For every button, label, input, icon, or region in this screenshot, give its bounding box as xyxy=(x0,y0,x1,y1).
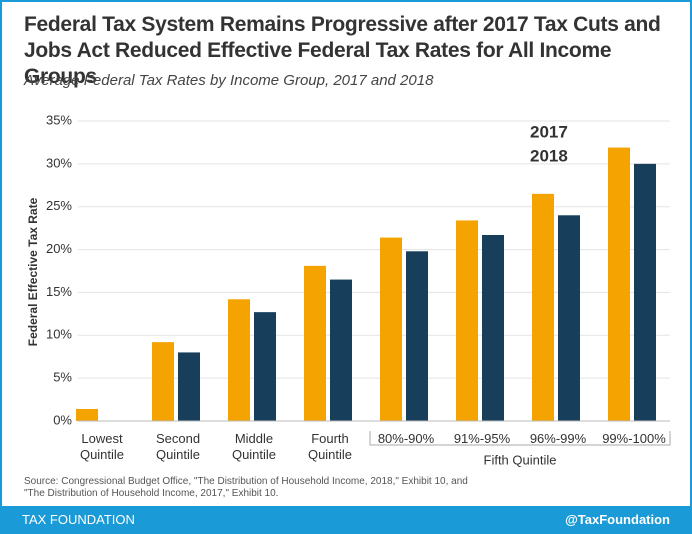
x-tick-label: Lowest Quintile xyxy=(79,431,125,462)
x-tick-label: 91%-95% xyxy=(453,431,511,446)
bar xyxy=(406,251,428,421)
footer: TAX FOUNDATION @TaxFoundation xyxy=(2,506,690,532)
bar xyxy=(304,265,326,421)
bar xyxy=(76,409,98,421)
group-label: Fifth Quintile xyxy=(484,452,557,467)
y-tick-label: 20% xyxy=(46,241,72,256)
legend-label: 2018 xyxy=(530,146,568,165)
source: Source: Congressional Budget Office, "Th… xyxy=(24,476,468,500)
chart-subtitle: Average Federal Tax Rates by Income Grou… xyxy=(24,72,434,89)
bar xyxy=(330,279,352,421)
x-tick-label: 80%-90% xyxy=(377,431,435,446)
bar xyxy=(254,312,276,421)
bar xyxy=(380,237,402,421)
x-tick-label: Fourth Quintile xyxy=(307,431,353,462)
bar xyxy=(178,352,200,421)
y-axis-label: Federal Effective Tax Rate xyxy=(26,197,40,346)
source-line: Source: Congressional Budget Office, "Th… xyxy=(24,476,468,487)
x-tick-label: 96%-99% xyxy=(529,431,587,446)
source-line: "The Distribution of Household Income, 2… xyxy=(24,488,279,499)
bar xyxy=(482,235,504,421)
bar xyxy=(558,215,580,421)
x-tick-label: Middle Quintile xyxy=(231,431,277,462)
bar xyxy=(228,299,250,421)
y-tick-label: 0% xyxy=(53,412,72,427)
x-tick-label: Second Quintile xyxy=(155,431,201,462)
y-tick-label: 5% xyxy=(53,370,72,385)
bar xyxy=(634,163,656,421)
y-tick-label: 10% xyxy=(46,327,72,342)
y-tick-label: 25% xyxy=(46,198,72,213)
x-tick-label: 99%-100% xyxy=(602,431,666,446)
footer-brand: TAX FOUNDATION xyxy=(22,512,135,527)
y-tick-label: 30% xyxy=(46,155,72,170)
y-tick-label: 35% xyxy=(46,112,72,127)
bar xyxy=(532,193,554,421)
chart-title: Federal Tax System Remains Progressive a… xyxy=(24,13,661,88)
legend-label: 2017 xyxy=(530,122,568,141)
bar xyxy=(456,220,478,421)
group-bracket xyxy=(369,431,671,446)
bar xyxy=(608,147,630,422)
footer-handle: @TaxFoundation xyxy=(565,512,670,527)
y-tick-label: 15% xyxy=(46,284,72,299)
bar xyxy=(152,342,174,421)
